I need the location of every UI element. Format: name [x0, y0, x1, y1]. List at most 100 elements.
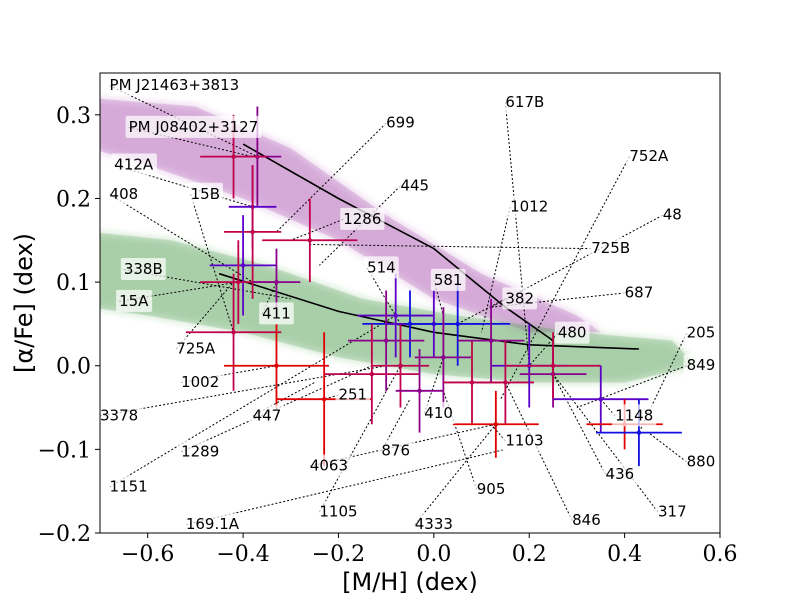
- annotation-label: 382: [505, 289, 534, 307]
- leader-line-41: [414, 423, 497, 525]
- data-point-23: [476, 340, 534, 425]
- point-marker: [383, 338, 389, 343]
- axis-ticks: −0.6 −0.4 −0.2 0.0 0.2 0.4 0.6 −0.2 −0.1 0.0 0.1 0.…: [38, 104, 738, 567]
- point-marker: [274, 279, 279, 285]
- annotation-label: 408: [110, 185, 139, 203]
- data-point-19: [414, 307, 472, 408]
- point-marker: [250, 229, 255, 235]
- annotation-box: [316, 500, 361, 523]
- annotation-box: [378, 439, 414, 462]
- leader-line-37: [442, 390, 478, 490]
- annotation-1: PM J08402+3127: [125, 115, 262, 138]
- annotation-label: 447: [253, 406, 282, 424]
- annotation-label: 169.1A: [186, 515, 240, 533]
- annotation-box: [602, 462, 638, 485]
- leader-line-5: [500, 156, 630, 400]
- point-marker: [231, 154, 236, 159]
- annotation-label: 1151: [110, 478, 148, 496]
- point-marker: [307, 238, 313, 243]
- annotation-11: 1286: [340, 207, 385, 230]
- point-marker: [240, 263, 246, 268]
- annotation-17: 687: [621, 281, 657, 304]
- annotation-40: 169.1A: [182, 513, 243, 536]
- annotation-8: 15B: [187, 182, 224, 205]
- annotation-18: 382: [502, 287, 538, 310]
- annotation-label: 1148: [615, 406, 653, 424]
- annotation-box: [116, 289, 153, 312]
- annotation-33: 880: [683, 450, 719, 473]
- plot-frame: [99, 72, 721, 534]
- point-marker: [398, 363, 403, 368]
- annotation-6: 445: [397, 174, 433, 197]
- annotation-label: 15A: [119, 292, 149, 310]
- annotation-box: [683, 321, 719, 344]
- x-tick-label: −0.2: [312, 542, 365, 567]
- annotation-box: [502, 429, 547, 452]
- annotation-32: 1289: [178, 440, 223, 463]
- point-marker: [488, 338, 494, 343]
- annotation-box: [364, 256, 399, 279]
- annotation-label: 752A: [629, 147, 669, 165]
- annotation-labels: PM J21463+3813 PM J08402+3127 699 617B 412A 7…: [97, 74, 719, 536]
- annotation-box: [569, 508, 604, 531]
- annotation-box: [187, 182, 224, 205]
- x-tick-label: 0.0: [416, 542, 451, 567]
- annotation-0: PM J21463+3813: [106, 74, 243, 97]
- leader-line-33: [648, 432, 687, 463]
- data-point-5: [209, 215, 277, 316]
- data-point-21: [457, 298, 525, 383]
- annotation-2: 699: [383, 111, 418, 134]
- point-marker: [369, 371, 375, 377]
- annotation-box: [659, 203, 685, 226]
- annotation-label: PM J08402+3127: [129, 118, 259, 136]
- point-marker: [393, 313, 398, 318]
- annotation-label: 725B: [591, 239, 630, 257]
- annotation-37: 905: [473, 478, 509, 501]
- leader-line-18: [457, 298, 506, 325]
- point-marker: [274, 363, 279, 368]
- point-marker: [236, 279, 241, 285]
- y-tick-label: 0.3: [56, 104, 91, 129]
- leader-line-35: [552, 373, 606, 475]
- data-point-27: [553, 365, 649, 433]
- data-point-26: [505, 332, 601, 400]
- annotation-15: 581: [430, 268, 466, 291]
- leader-line-10: [490, 214, 664, 308]
- annotation-label: 880: [687, 452, 716, 470]
- annotation-box: [612, 404, 657, 427]
- annotation-label: 1002: [181, 373, 219, 391]
- annotation-3: 617B: [502, 90, 548, 113]
- annotation-box: [111, 153, 157, 176]
- y-axis-label: [α/Fe] (dex): [10, 233, 38, 373]
- annotation-label: 3378: [100, 406, 138, 424]
- annotation-label: 251: [338, 386, 367, 404]
- annotation-box: [411, 513, 456, 536]
- annotation-42: 846: [569, 508, 604, 531]
- leader-line-9: [481, 206, 511, 333]
- annotation-box: [335, 383, 371, 406]
- annotation-label: 846: [572, 511, 601, 529]
- annotation-label: 1286: [343, 210, 381, 228]
- x-tick-label: 0.2: [512, 542, 547, 567]
- annotation-box: [655, 500, 690, 523]
- leader-line-11: [290, 218, 344, 241]
- point-marker: [636, 430, 642, 435]
- annotation-label: 1012: [510, 197, 548, 215]
- annotation-label: 338B: [124, 260, 163, 278]
- annotation-box: [178, 440, 223, 463]
- annotation-box: [383, 111, 418, 134]
- leader-line-14: [366, 267, 401, 325]
- annotation-31: 876: [378, 439, 414, 462]
- y-tick-label: 0.0: [56, 355, 91, 380]
- annotation-28: 410: [421, 401, 456, 424]
- x-tick-label: 0.4: [607, 542, 642, 567]
- annotation-label: 4063: [310, 457, 348, 475]
- annotation-box: [683, 354, 719, 377]
- annotation-20: 480: [554, 321, 590, 344]
- annotation-box: [621, 281, 657, 304]
- annotation-label: PM J21463+3813: [110, 76, 240, 94]
- annotation-label: 581: [434, 271, 463, 289]
- annotation-26: 3378: [97, 404, 142, 427]
- annotation-box: [120, 258, 166, 281]
